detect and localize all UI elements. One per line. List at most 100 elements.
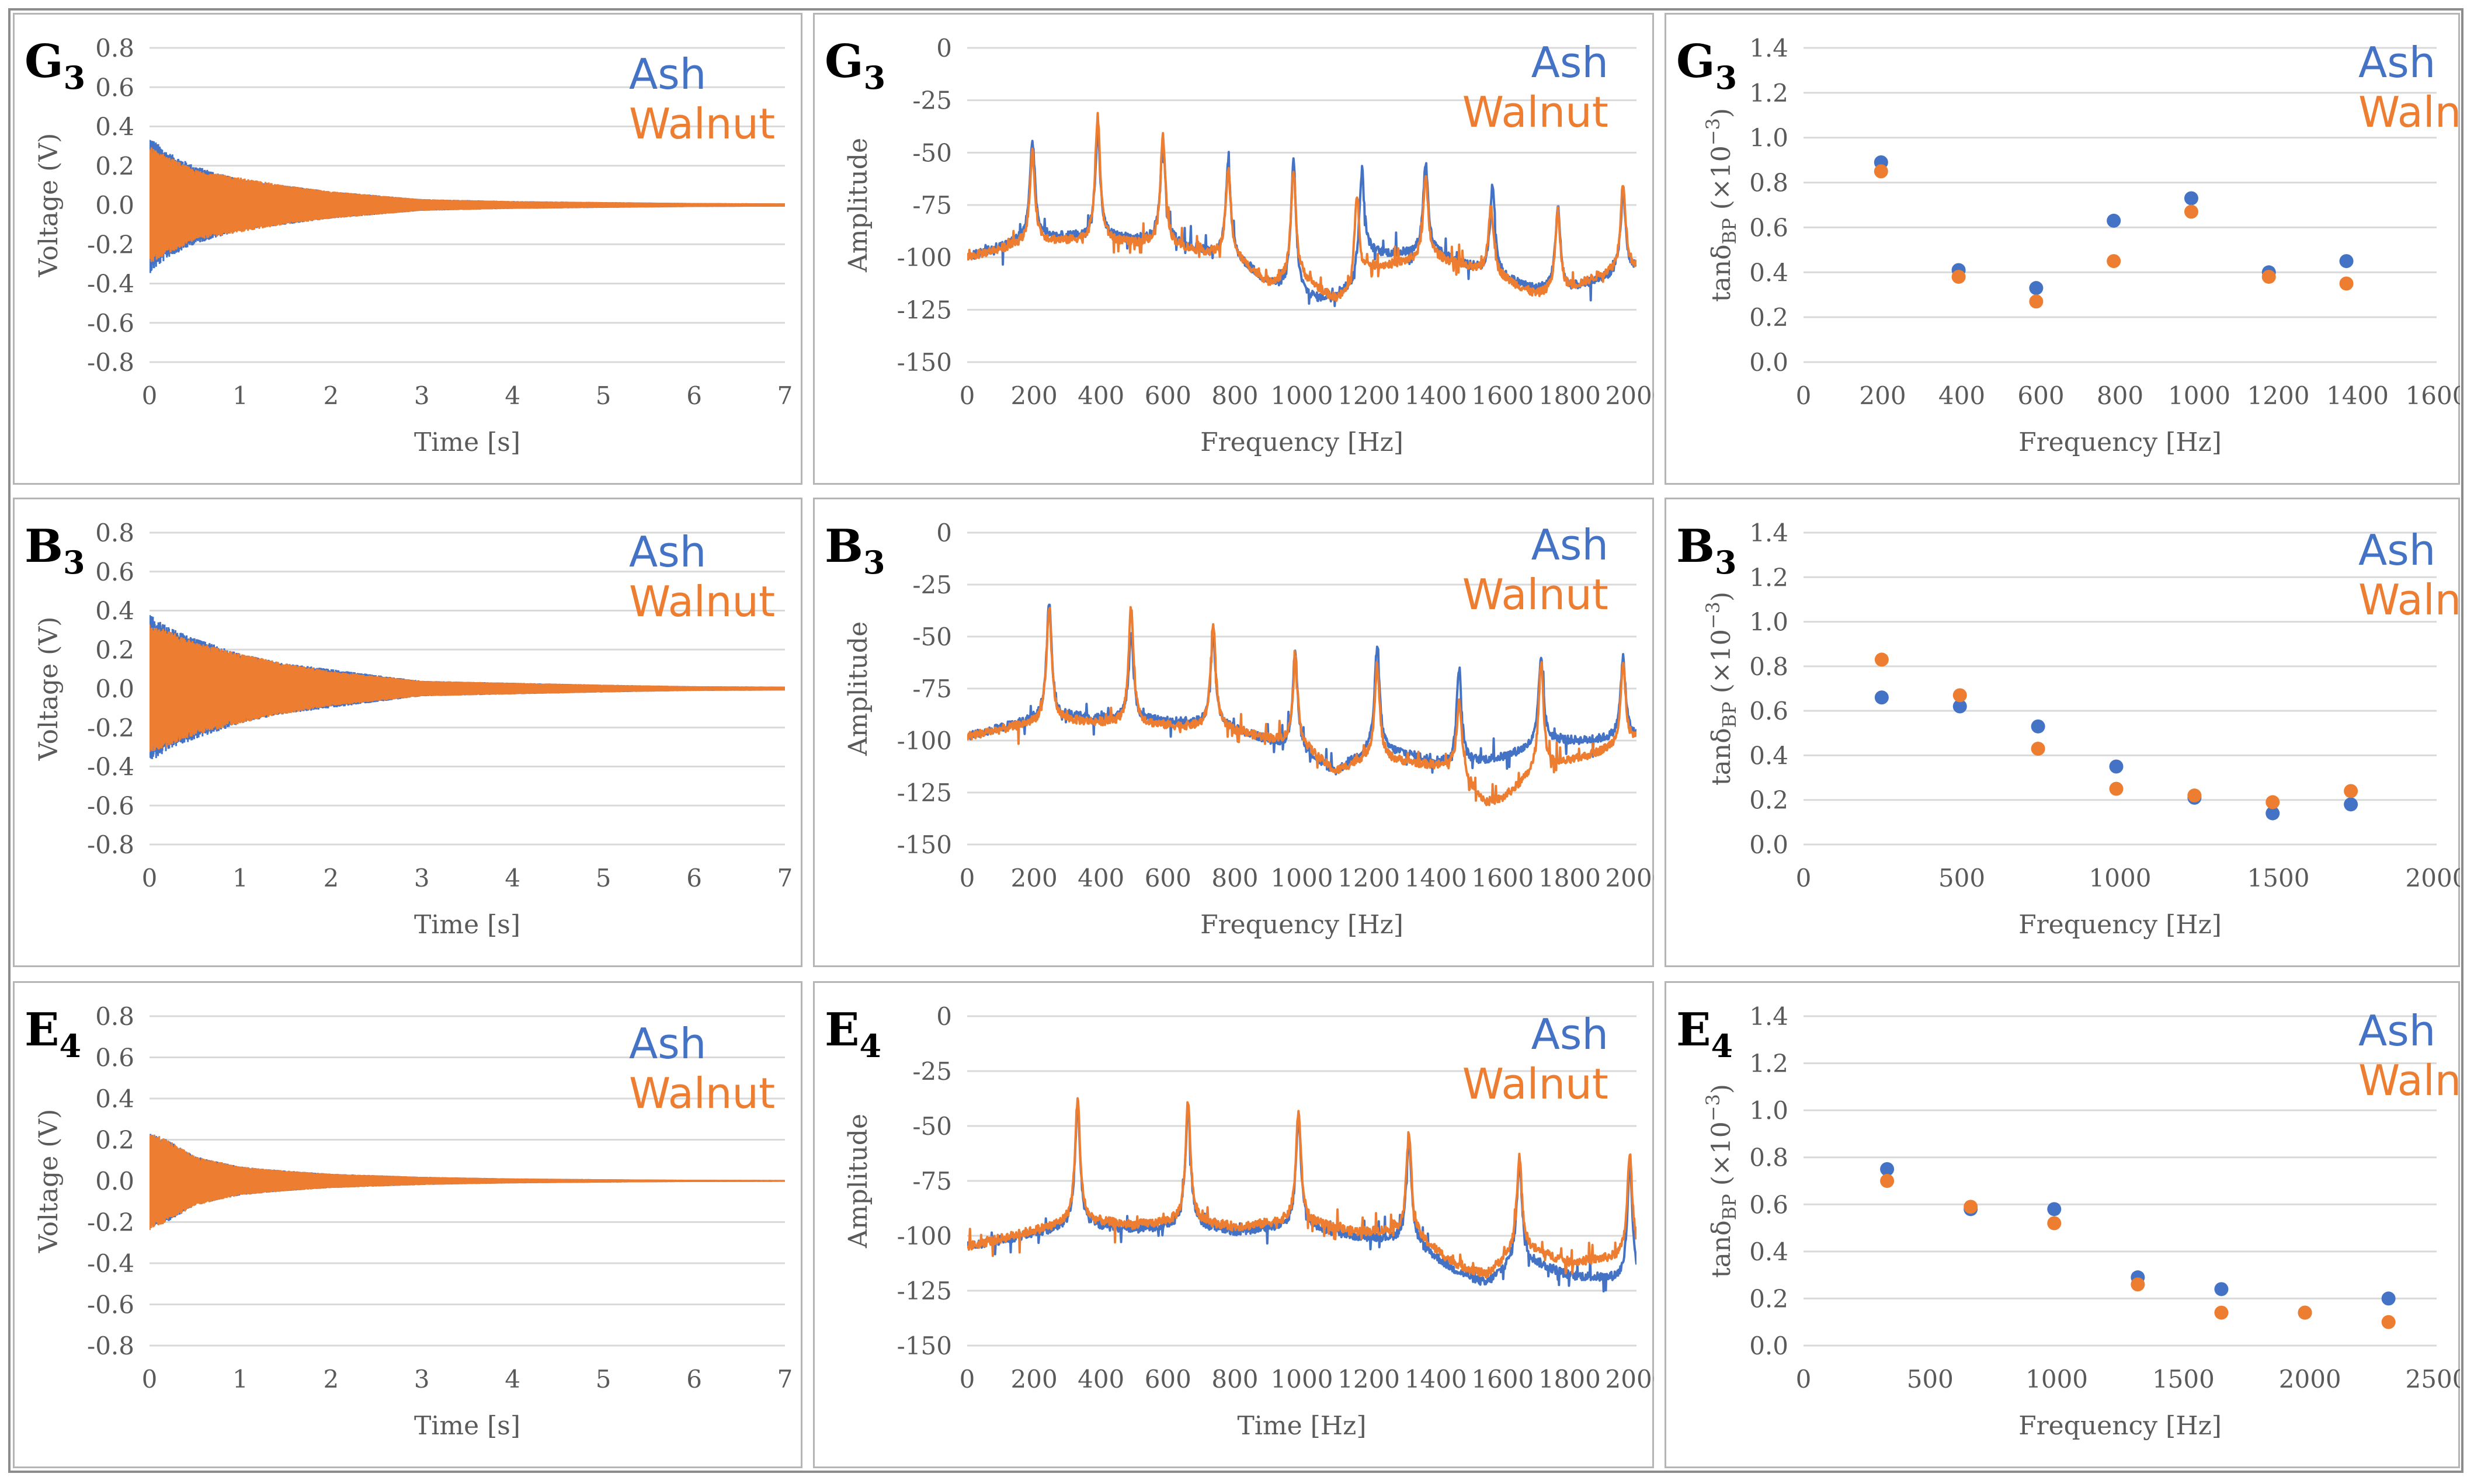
x-tick-label: 1200	[1337, 864, 1400, 892]
panel-border	[1665, 981, 2460, 1468]
x-tick-label: 200	[1011, 1365, 1058, 1393]
y-tick-label: 0	[936, 1002, 952, 1031]
point-walnut	[2339, 276, 2354, 291]
x-tick-label: 1600	[1471, 864, 1534, 892]
point-walnut	[1880, 1174, 1895, 1188]
point-walnut	[1951, 269, 1966, 284]
x-tick-label: 4	[505, 381, 520, 410]
y-axis-title: Voltage (V)	[34, 1109, 64, 1254]
x-tick-label: 1000	[1271, 864, 1333, 892]
point-walnut	[2047, 1216, 2062, 1231]
point-walnut	[2265, 795, 2280, 809]
panel-g3-time: 0.8 0.6 0.4 0.2 0.0 -0.2 -0.4 -0.6 -0.8 0 1 2 3 4 5 6 7 T…	[13, 13, 802, 485]
panel-label: G3	[25, 35, 85, 96]
chart-e4-loss: 1.4 1.2 1.0 0.8 0.6 0.4 0.2 0.0 0 500 1000 1500 2000…	[1665, 981, 2460, 1468]
x-tick-label: 800	[1211, 864, 1258, 892]
y-tick-label: 0.0	[1749, 830, 1788, 859]
x-tick-label: 2000	[2406, 864, 2460, 892]
x-tick-label: 600	[1145, 381, 1191, 410]
point-walnut	[2131, 1277, 2145, 1292]
x-tick-label: 0	[142, 1365, 158, 1393]
x-tick-label: 1500	[2152, 1365, 2215, 1393]
y-tick-label: 0.4	[1749, 1238, 1788, 1266]
y-tick-label: 0.6	[1749, 213, 1788, 242]
y-tick-label: 0.6	[95, 1044, 134, 1072]
y-tick-label: -150	[897, 348, 952, 377]
x-tick-label: 0	[1796, 864, 1812, 892]
y-tick-label: -125	[897, 296, 952, 324]
series-walnut-spectrum	[967, 606, 1636, 807]
x-axis-title: Time [s]	[414, 428, 520, 457]
point-ash	[2047, 1202, 2062, 1217]
x-tick-label: 200	[1011, 864, 1058, 892]
y-tick-label: 1.4	[1749, 34, 1788, 62]
x-tick-label: 1800	[1538, 1365, 1601, 1393]
y-tick-label: 0.6	[1749, 697, 1788, 725]
x-tick-label: 2000	[1606, 381, 1654, 410]
y-tick-label: 0	[936, 519, 952, 547]
chart-b3-time: 0.8 0.6 0.4 0.2 0.0 -0.2 -0.4 -0.6 -0.8 0 1 2 3 4 5 6 7 T…	[13, 498, 802, 967]
x-tick-label: 1	[232, 864, 248, 892]
legend-walnut: Walnut	[2358, 575, 2460, 624]
x-tick-label: 1000	[2089, 864, 2152, 892]
y-axis-title: Voltage (V)	[34, 617, 64, 762]
x-tick-label: 7	[777, 381, 793, 410]
x-tick-label: 1800	[1538, 381, 1601, 410]
point-walnut	[2344, 784, 2358, 798]
y-axis-title: Amplitude	[843, 621, 873, 756]
point-walnut	[2298, 1305, 2312, 1320]
x-tick-label: 1600	[2406, 381, 2460, 410]
point-ash	[2344, 797, 2358, 812]
x-tick-label: 1	[232, 1365, 248, 1393]
point-ash	[2109, 759, 2124, 774]
chart-g3-spectrum: 0-25-50-75-100-125-1500 200 400 600 800 1000 1…	[813, 13, 1654, 485]
point-walnut	[1964, 1200, 1978, 1214]
y-axis-title: tanδBP (×10−3)	[1702, 1084, 1740, 1278]
point-ash	[1952, 699, 1967, 714]
y-tick-label: -0.6	[87, 1291, 134, 1319]
x-tick-label: 1000	[2168, 381, 2230, 410]
x-tick-label: 2000	[2279, 1365, 2341, 1393]
point-walnut	[2261, 269, 2276, 284]
y-axis-title: tanδBP (×10−3)	[1702, 108, 1740, 302]
legend-ash: Ash	[1531, 38, 1608, 87]
series-walnut-waveform	[150, 147, 785, 262]
series-ash-spectrum	[967, 131, 1636, 307]
y-tick-label: 0.6	[95, 558, 134, 586]
y-tick-label: 0.2	[95, 635, 134, 664]
y-tick-label: -0.2	[87, 230, 134, 259]
x-tick-label: 400	[1078, 864, 1124, 892]
panel-g3-spectrum: 0 -25 -50 -75 -100 -125 -150 0 200 400 600 800 1000 1…	[813, 13, 1654, 485]
chart-g3-time: 0.8 0.6 0.4 0.2 0.0 -0.2 -0.4 -0.6 -0.8 0 1 2 3 4 5 6 7 T…	[13, 13, 802, 485]
panel-e4-spectrum: 0 -25 -50 -75 -100 -125 -150 0 200 400 600 800 1000 1…	[813, 981, 1654, 1468]
point-walnut	[1874, 164, 1888, 179]
x-tick-label: 800	[1211, 1365, 1258, 1393]
y-tick-label: -150	[897, 830, 952, 859]
x-tick-label: 4	[505, 864, 520, 892]
point-walnut	[2107, 254, 2121, 269]
x-tick-label: 800	[2097, 381, 2143, 410]
x-tick-label: 0	[960, 381, 975, 410]
panel-border	[13, 498, 802, 967]
y-axis-title: Amplitude	[843, 138, 873, 273]
y-tick-label: -0.4	[87, 270, 134, 298]
point-ash	[1880, 1162, 1895, 1176]
y-tick-label: -100	[897, 244, 952, 272]
x-tick-label: 1400	[2326, 381, 2389, 410]
x-axis-title: Frequency [Hz]	[1200, 428, 1403, 457]
x-tick-label: 1000	[1271, 381, 1333, 410]
x-tick-label: 0	[960, 1365, 975, 1393]
x-tick-label: 200	[1859, 381, 1906, 410]
panel-border	[813, 498, 1654, 967]
y-tick-label: -0.2	[87, 714, 134, 742]
legend-ash: Ash	[629, 527, 706, 576]
x-axis-title: Time [Hz]	[1237, 1411, 1366, 1441]
series-walnut-waveform	[150, 624, 785, 752]
x-tick-label: 1000	[2025, 1365, 2088, 1393]
chart-e4-spectrum: 0-25-50-75-100-125-1500 200 400 600 800 1000 1…	[813, 981, 1654, 1468]
y-tick-label: 0.2	[1749, 303, 1788, 332]
y-tick-label: 0.0	[95, 191, 134, 220]
y-tick-label: 0.4	[95, 597, 134, 625]
series-ash-spectrum	[967, 1104, 1636, 1292]
legend-walnut: Walnut	[1462, 1059, 1608, 1108]
